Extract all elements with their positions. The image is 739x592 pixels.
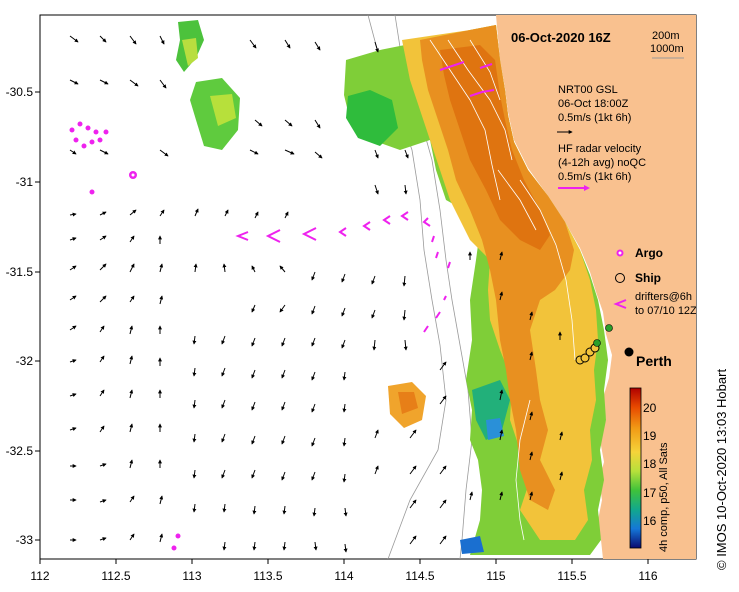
x-axis-tick-label-115.5: 115.5 <box>557 569 586 583</box>
axis-tick-marks <box>35 91 649 564</box>
green-station-marker-2 <box>593 339 601 347</box>
y-axis-tick-label--33: -33 <box>16 533 34 547</box>
green-station-marker <box>605 324 613 332</box>
colorbar-tick-17: 17 <box>643 486 657 500</box>
perth-location-dot <box>624 347 634 357</box>
isobath-1000m-label: 1000m <box>650 43 684 55</box>
drifter-legend-line2: to 07/10 12Z <box>635 305 697 317</box>
argo-legend-label: Argo <box>635 246 663 260</box>
y-axis-tick-label--31: -31 <box>16 175 34 189</box>
y-axis-tick-label--32: -32 <box>16 354 34 368</box>
perth-label: Perth <box>636 353 672 369</box>
colorbar-tick-20: 20 <box>643 401 657 415</box>
x-axis-tick-label-112.5: 112.5 <box>101 569 130 583</box>
colorbar-tick-18: 18 <box>643 457 657 471</box>
ship-legend-marker <box>615 273 625 283</box>
drifter-legend-line1: drifters@6h <box>635 291 692 303</box>
colorbar-tick-19: 19 <box>643 429 657 443</box>
x-axis-tick-label-115: 115 <box>486 569 505 583</box>
sst-patches <box>176 20 426 428</box>
y-axis-tick-label--31.5: -31.5 <box>6 265 34 279</box>
colorbar-tick-16: 16 <box>643 514 657 528</box>
hf-radar-legend-line1: HF radar velocity <box>558 143 642 155</box>
model-legend-line3: 0.5m/s (1kt 6h) <box>558 112 631 124</box>
ship-legend-label: Ship <box>635 271 661 285</box>
y-axis-tick-label--30.5: -30.5 <box>6 85 34 99</box>
model-legend-line1: NRT00 GSL <box>558 84 618 96</box>
model-legend-line2: 06-Oct 18:00Z <box>558 98 629 110</box>
y-axis-tick-label--32.5: -32.5 <box>6 444 34 458</box>
credit-text: © IMOS 10-Oct-2020 13:03 Hobart <box>714 369 729 570</box>
x-axis-tick-label-113: 113 <box>182 569 201 583</box>
x-axis-tick-label-116: 116 <box>638 569 657 583</box>
x-axis-tick-label-113.5: 113.5 <box>253 569 282 583</box>
model-velocity-arrows <box>69 35 564 553</box>
isobath-200m-label: 200m <box>652 30 680 42</box>
hf-radar-legend-line2: (4-12h avg) noQC <box>558 157 646 169</box>
x-axis-tick-label-114.5: 114.5 <box>405 569 434 583</box>
drifter-legend-marker <box>613 299 627 309</box>
colorbar-caption: 4h comp, p50, All Sats <box>658 442 670 552</box>
x-axis-tick-label-114: 114 <box>334 569 353 583</box>
land-area <box>496 15 696 559</box>
sst-colorbar <box>629 387 642 549</box>
argo-float-center <box>131 173 135 177</box>
drifter-tracks <box>69 61 495 551</box>
hf-radar-legend-arrowhead <box>584 185 590 191</box>
date-title: 06-Oct-2020 16Z <box>511 30 611 45</box>
hf-radar-legend-line3: 0.5m/s (1kt 6h) <box>558 171 631 183</box>
hf-radar-velocity <box>429 39 576 541</box>
ship-markers <box>575 343 600 365</box>
argo-legend-marker-center <box>618 251 622 255</box>
x-axis-tick-label-112: 112 <box>30 569 49 583</box>
